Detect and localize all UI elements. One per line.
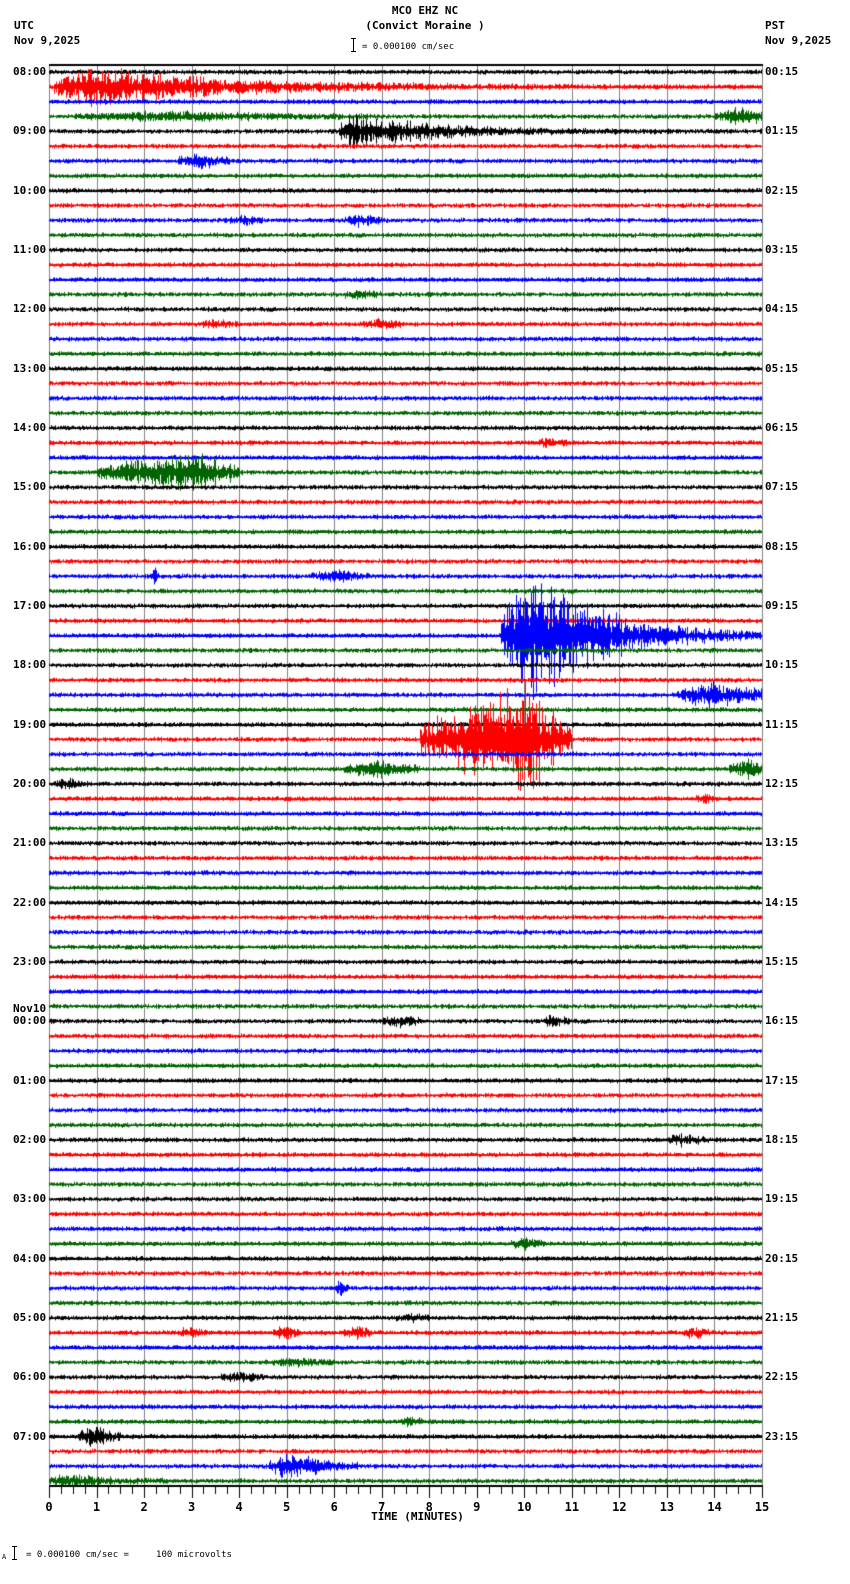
utc-label-0100: 01:00 <box>13 1073 47 1087</box>
utc-label-1900: 19:00 <box>13 717 47 731</box>
pst-label-2315: 23:15 <box>765 1429 799 1443</box>
pst-label-1215: 12:15 <box>765 776 799 790</box>
utc-label-1600: 16:00 <box>13 539 47 553</box>
x-tick-12: 12 <box>612 1500 627 1514</box>
x-tick-5: 5 <box>283 1500 291 1514</box>
x-tick-3: 3 <box>187 1500 196 1514</box>
utc-label-0600: 06:00 <box>13 1370 47 1384</box>
pst-label-2015: 20:15 <box>765 1251 799 1265</box>
pst-label-0615: 06:15 <box>765 420 799 434</box>
utc-label-2300: 23:00 <box>13 954 47 968</box>
pst-label-1315: 13:15 <box>765 836 799 850</box>
utc-label-Nov10: Nov10 <box>13 1001 47 1015</box>
pst-label-0515: 05:15 <box>765 361 799 375</box>
x-tick-15: 15 <box>754 1500 770 1514</box>
utc-label-0900: 09:00 <box>13 124 47 138</box>
utc-label-0400: 04:00 <box>13 1251 47 1265</box>
utc-label-0500: 05:00 <box>13 1310 47 1324</box>
utc-label-0300: 03:00 <box>13 1192 47 1206</box>
pst-label-0715: 07:15 <box>765 480 799 494</box>
footer-prefix: A <box>2 1553 7 1561</box>
x-tick-7: 7 <box>378 1500 386 1514</box>
x-tick-13: 13 <box>659 1500 675 1514</box>
pst-label-1515: 15:15 <box>765 954 799 968</box>
x-tick-10: 10 <box>517 1500 532 1514</box>
pst-label-0215: 02:15 <box>765 183 799 197</box>
utc-label-1400: 14:00 <box>13 420 47 434</box>
x-tick-4: 4 <box>235 1500 243 1514</box>
utc-label-0700: 07:00 <box>13 1429 47 1443</box>
pst-label-1615: 16:15 <box>765 1014 799 1028</box>
utc-label-1000: 10:00 <box>13 183 47 197</box>
pst-label-1015: 10:15 <box>765 658 799 672</box>
pst-label-1815: 18:15 <box>765 1132 799 1146</box>
utc-label-0200: 02:00 <box>13 1132 47 1146</box>
x-tick-9: 9 <box>473 1500 481 1514</box>
pst-label-1415: 14:15 <box>765 895 799 909</box>
utc-label-1700: 17:00 <box>13 598 47 612</box>
x-tick-1: 1 <box>92 1500 101 1514</box>
utc-label-0800: 08:00 <box>13 65 47 78</box>
utc-label-1800: 18:00 <box>13 658 47 672</box>
utc-label-1500: 15:00 <box>13 480 47 494</box>
utc-label-2200: 22:00 <box>13 895 47 909</box>
pst-label-1915: 19:15 <box>765 1192 799 1206</box>
utc-label-0000: 00:00 <box>13 1014 47 1028</box>
pst-label-1115: 11:15 <box>765 717 799 731</box>
footer-scale-text: = 0.000100 cm/sec = 100 microvolts <box>26 1550 232 1560</box>
footer-scale-bar-icon <box>12 1546 20 1560</box>
x-tick-2: 2 <box>140 1500 148 1514</box>
pst-label-2215: 22:15 <box>765 1370 799 1384</box>
pst-label-0115: 01:15 <box>765 124 799 138</box>
utc-label-1200: 12:00 <box>13 302 47 316</box>
utc-label-1300: 13:00 <box>13 361 47 375</box>
x-axis-title: TIME (MINUTES) <box>371 1510 464 1523</box>
pst-label-0815: 08:15 <box>765 539 799 553</box>
x-tick-0: 0 <box>45 1500 53 1514</box>
utc-label-2000: 20:00 <box>13 776 47 790</box>
pst-label-0315: 03:15 <box>765 242 799 256</box>
pst-label-0915: 09:15 <box>765 598 799 612</box>
pst-label-0415: 04:15 <box>765 302 799 316</box>
pst-label-0015: 00:15 <box>765 65 799 78</box>
utc-label-2100: 21:00 <box>13 836 47 850</box>
x-tick-11: 11 <box>564 1500 580 1514</box>
utc-label-1100: 11:00 <box>13 242 47 256</box>
x-tick-6: 6 <box>330 1500 338 1514</box>
pst-label-1715: 17:15 <box>765 1073 799 1087</box>
x-tick-8: 8 <box>425 1500 433 1514</box>
x-tick-14: 14 <box>707 1500 722 1514</box>
pst-label-2115: 21:15 <box>765 1310 799 1324</box>
